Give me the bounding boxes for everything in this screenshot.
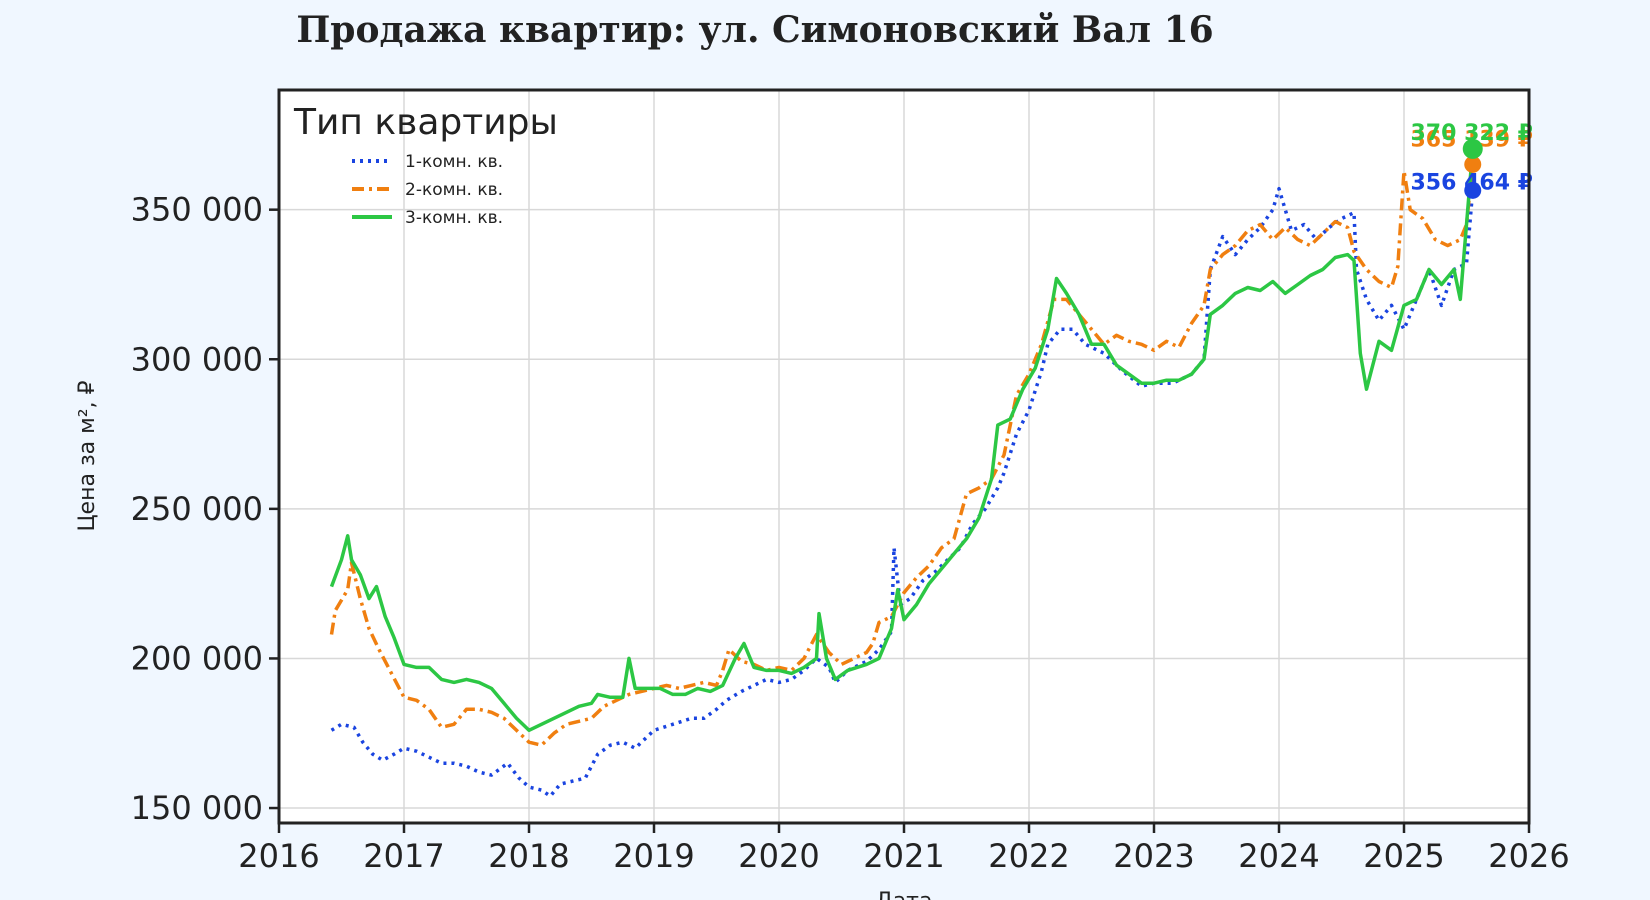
x-tick-label: 2021 [863, 837, 944, 875]
legend: Тип квартиры 1-комн. кв. 2-комн. кв. 3-ком… [293, 102, 558, 228]
legend-label-1: 1-комн. кв. [405, 152, 503, 172]
end-markers: 356 464 ₽365 139 ₽370 322 ₽ [1411, 121, 1533, 199]
chart-title: Продажа квартир: ул. Симоновский Вал 16 [296, 9, 1213, 51]
end-value-label-1: 356 464 ₽ [1411, 170, 1533, 195]
x-tick-label: 2026 [1488, 837, 1569, 875]
x-tick-label: 2022 [988, 837, 1069, 875]
series-line-2-room [329, 164, 1475, 747]
series-line-3-room [329, 148, 1475, 733]
end-marker-2 [1464, 155, 1482, 173]
x-tick-label: 2018 [488, 837, 569, 875]
x-tick-label: 2017 [363, 837, 444, 875]
legend-entries: 1-комн. кв. 2-комн. кв. 3-комн. кв. [352, 152, 503, 228]
legend-title: Тип квартиры [293, 102, 558, 143]
legend-label-3: 3-комн. кв. [405, 208, 503, 228]
x-tick-label: 2016 [238, 837, 319, 875]
y-tick-label: 250 000 [131, 490, 263, 528]
y-tick-label: 300 000 [131, 340, 263, 378]
legend-label-2: 2-комн. кв. [405, 180, 503, 200]
end-marker-1 [1464, 181, 1482, 199]
end-value-label-3: 370 322 ₽ [1411, 121, 1533, 146]
x-axis-label: Дата [876, 889, 933, 900]
y-tick-label: 150 000 [131, 789, 263, 827]
x-tick-label: 2020 [738, 837, 819, 875]
y-tick-label: 350 000 [131, 191, 263, 229]
x-tick-label: 2024 [1238, 837, 1319, 875]
axis-ticks: 2016 2017 2018 2019 2020 2021 2022 2023 2024 2025… [131, 191, 1570, 875]
x-tick-label: 2023 [1113, 837, 1194, 875]
end-marker-3 [1462, 138, 1483, 159]
y-axis-label: Цена за м², ₽ [75, 380, 100, 531]
x-tick-label: 2025 [1363, 837, 1444, 875]
series-lines [329, 148, 1475, 798]
y-tick-label: 200 000 [131, 639, 263, 677]
x-tick-label: 2019 [613, 837, 694, 875]
